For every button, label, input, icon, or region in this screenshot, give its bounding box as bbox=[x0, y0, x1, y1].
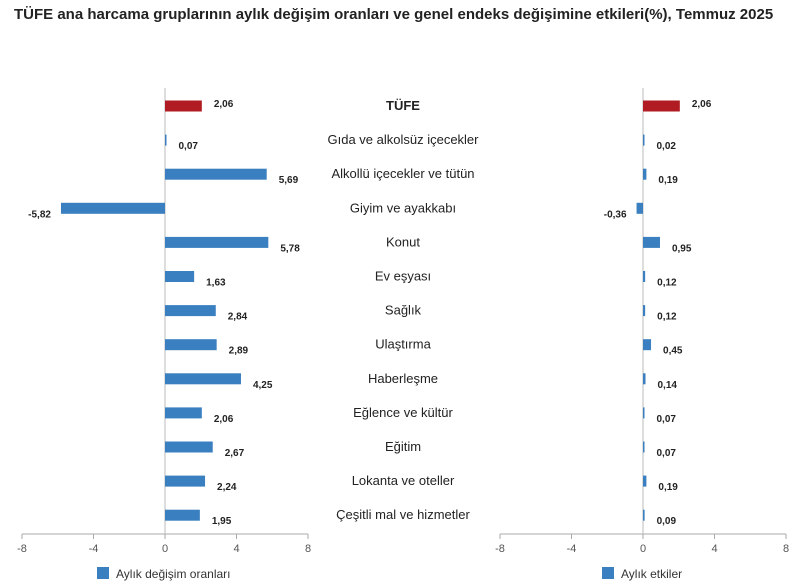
bar bbox=[643, 134, 645, 146]
data-label: 0,09 bbox=[657, 516, 677, 527]
data-label: 2,84 bbox=[228, 312, 248, 323]
x-tick-label: 0 bbox=[162, 543, 168, 555]
bar bbox=[165, 475, 206, 487]
x-tick-label: 8 bbox=[783, 543, 789, 555]
category-labels: TÜFE Gıda ve alkolsüz içecekler Alkollü iç… bbox=[327, 98, 479, 522]
bar bbox=[643, 100, 680, 112]
bar bbox=[643, 441, 645, 453]
bar bbox=[165, 305, 216, 317]
panel-monthly-change: -8 -4 0 4 8 2,06 0,07 5,69 -5,82 5,78 1,63 2,84 2,89… bbox=[17, 88, 311, 581]
bar bbox=[165, 407, 202, 419]
data-label: 0,14 bbox=[658, 380, 678, 391]
x-tick-label: 8 bbox=[305, 543, 311, 555]
x-tick-label: 4 bbox=[233, 543, 239, 555]
bar bbox=[165, 373, 241, 385]
bar bbox=[165, 509, 200, 521]
category-label: Eğitim bbox=[385, 439, 421, 454]
bar bbox=[643, 509, 645, 521]
data-label: 0,12 bbox=[657, 278, 677, 289]
category-label: Eğlence ve kültür bbox=[353, 405, 453, 420]
bar bbox=[643, 373, 646, 385]
category-label: Alkollü içecekler ve tütün bbox=[331, 166, 474, 181]
bar bbox=[165, 339, 217, 351]
x-tick-label: -8 bbox=[17, 543, 27, 555]
chart-title: TÜFE ana harcama gruplarının aylık değiş… bbox=[14, 6, 774, 23]
category-label: Sağlık bbox=[385, 303, 422, 318]
category-label: Lokanta ve oteller bbox=[352, 473, 455, 488]
data-label: 0,07 bbox=[657, 414, 677, 425]
category-label: Çeşitli mal ve hizmetler bbox=[336, 507, 470, 522]
data-label: 2,06 bbox=[214, 414, 234, 425]
legend-label: Aylık değişim oranları bbox=[116, 567, 231, 581]
bar bbox=[165, 236, 269, 248]
data-label: 5,69 bbox=[279, 175, 299, 186]
data-label: 2,67 bbox=[225, 448, 245, 459]
data-label: -5,82 bbox=[28, 209, 51, 220]
x-tick-label: -4 bbox=[89, 543, 99, 555]
bar bbox=[60, 202, 165, 214]
category-label: Konut bbox=[386, 234, 420, 249]
data-label: 1,95 bbox=[212, 516, 232, 527]
category-label: TÜFE bbox=[386, 98, 420, 113]
data-label: 2,06 bbox=[692, 99, 712, 110]
bar bbox=[636, 202, 643, 214]
data-label: 0,12 bbox=[657, 312, 677, 323]
data-label: 0,45 bbox=[663, 346, 683, 357]
bar bbox=[643, 339, 652, 351]
bar bbox=[643, 475, 647, 487]
x-tick-label: -4 bbox=[567, 543, 577, 555]
category-label: Gıda ve alkolsüz içecekler bbox=[327, 132, 479, 147]
category-label: Giyim ve ayakkabı bbox=[350, 200, 456, 215]
data-label: 0,19 bbox=[658, 175, 678, 186]
bar bbox=[165, 100, 202, 112]
category-label: Ev eşyası bbox=[375, 269, 431, 284]
data-label: 0,02 bbox=[657, 141, 677, 152]
data-label: 0,07 bbox=[179, 141, 199, 152]
data-label: 1,63 bbox=[206, 278, 226, 289]
legend-label: Aylık etkiler bbox=[621, 567, 682, 581]
data-label: 0,07 bbox=[657, 448, 677, 459]
data-label: 0,95 bbox=[672, 243, 692, 254]
data-label: 0,19 bbox=[658, 482, 678, 493]
bar bbox=[643, 305, 646, 317]
x-tick-label: -8 bbox=[495, 543, 505, 555]
x-tick-label: 4 bbox=[711, 543, 717, 555]
x-tick-label: 0 bbox=[640, 543, 646, 555]
legend-swatch bbox=[602, 567, 614, 579]
bar bbox=[165, 134, 167, 146]
category-label: Haberleşme bbox=[368, 371, 438, 386]
bar bbox=[643, 271, 646, 282]
category-label: Ulaştırma bbox=[375, 337, 431, 352]
bar bbox=[165, 441, 213, 453]
data-label: 2,89 bbox=[229, 346, 249, 357]
panel-monthly-effect: -8 -4 0 4 8 2,06 0,02 0,19 -0,36 0,95 0,12 0,12 0,45… bbox=[495, 88, 789, 581]
bar bbox=[643, 168, 647, 180]
data-label: -0,36 bbox=[604, 209, 627, 220]
data-label: 2,06 bbox=[214, 99, 234, 110]
bar bbox=[165, 271, 195, 282]
data-label: 5,78 bbox=[280, 243, 300, 254]
data-label: 4,25 bbox=[253, 380, 273, 391]
bar bbox=[643, 407, 645, 419]
bar bbox=[643, 236, 660, 248]
legend-swatch bbox=[97, 567, 109, 579]
data-label: 2,24 bbox=[217, 482, 237, 493]
bar bbox=[165, 168, 267, 180]
